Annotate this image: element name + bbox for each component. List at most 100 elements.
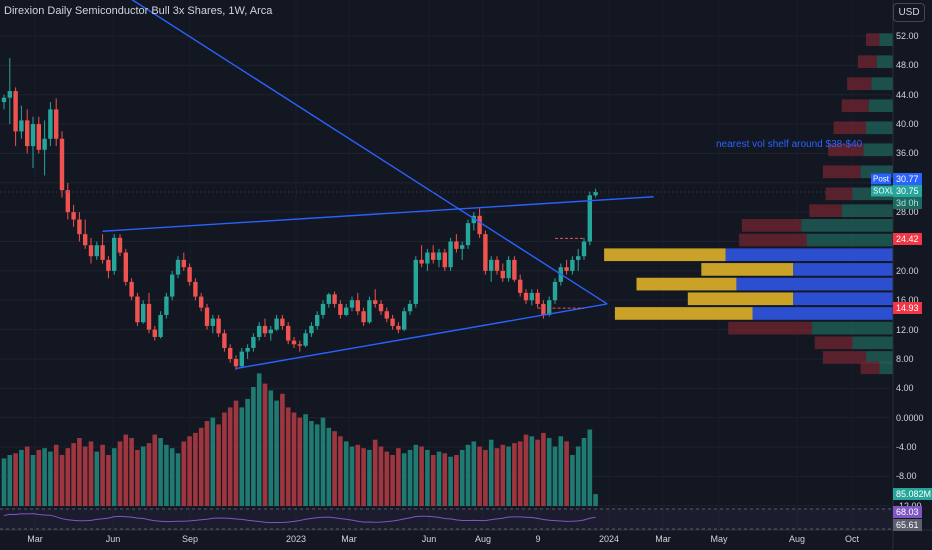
candle-body [512,259,517,280]
volume-bar [529,436,535,506]
rsi-ma-badge: 65.61 [893,519,922,531]
price-tick-label: -4.00 [896,442,917,453]
candle-body [59,138,65,191]
volume-bar [355,444,361,506]
price-tick-label: 28.00 [896,207,919,218]
volume-bar [407,449,413,506]
volume-bar [488,439,494,506]
volume-bar [129,438,134,506]
volume-profile-bar [741,219,802,232]
price-tick-label: 12.00 [896,324,919,335]
volume-bar [36,449,42,506]
vp-high-badge: 24.42 [893,233,922,245]
price-tick-label: 20.00 [896,265,919,276]
candle-body [268,329,273,334]
candle-body [454,241,459,249]
volume-profile-bar [860,361,880,375]
candle-body [320,303,326,315]
volume-bar [297,417,303,506]
candle-body [257,325,262,337]
volume-bar [384,451,390,506]
post-label-badge: Post [871,173,892,185]
volume-profile-bar [701,263,794,276]
volume-bar [198,427,204,506]
volume-bar [413,444,419,506]
volume-bar [361,448,366,506]
volume-profile-bar [725,248,893,262]
volume-bar [100,444,105,506]
volume-profile-bar [793,263,893,276]
candle-body [570,259,575,271]
candle-body [442,252,447,268]
trendline-descending-resistance [131,0,608,305]
volume-profile-bar [636,277,737,291]
volume-bar [430,455,436,506]
volume-bar [169,448,175,506]
volume-bar [71,443,76,506]
price-tick-label: 8.00 [896,353,914,364]
volume-profile-bar [736,277,893,291]
volume-bar [175,453,181,506]
candle-body [303,333,308,346]
volume-bar [187,436,192,506]
candle-body [518,279,523,293]
volume-profile-bar [793,292,893,306]
volume-bar [239,407,245,506]
volume-profile-bar [871,77,893,91]
candle-body [286,325,291,341]
candle-body [141,303,146,323]
candle-body [448,241,453,268]
price-tick-label: 0.0000 [896,412,924,423]
candle-body [54,109,59,139]
volume-profile-bar [868,99,893,113]
candle-body [199,296,204,308]
volume-bar [140,446,146,506]
price-tick-label: 52.00 [896,31,919,41]
candle-body [187,267,192,282]
volume-profile-bar [801,219,893,232]
volume-bar [123,434,129,506]
trendline-upper-channel [102,196,654,232]
volume-profile-bar [841,99,869,113]
volume-profile-bar [852,336,893,350]
candle-body [146,303,152,330]
volume-bar [309,421,314,506]
volume-profile-bar [866,121,893,135]
candle-body [460,245,465,249]
volume-badge: 85.082M [893,488,932,500]
volume-profile-bar [857,55,877,69]
candle-body [419,259,424,264]
candle-body [390,318,395,326]
candle-body [581,241,587,257]
volume-bar [535,439,540,506]
volume-bar [210,417,216,506]
volume-bar [285,407,291,506]
volume-bar [436,451,442,506]
candle-body [19,120,24,132]
candle-body [384,311,389,319]
volume-bar [146,443,152,506]
volume-profile-bar [614,307,753,320]
candle-body [361,311,366,323]
candle-body [529,292,534,301]
currency-button[interactable]: USD [893,3,925,22]
volume-bar [204,421,210,506]
volume-bar [42,448,47,506]
candle-body [123,252,128,282]
candle-body [552,281,558,301]
volume-bar [512,443,517,506]
volume-bar [326,427,332,506]
time-tick-label: Mar [341,534,357,544]
rsi-line [3,513,596,524]
candle-body [344,307,349,315]
candle-body [152,329,157,337]
volume-bar [19,449,24,506]
candle-body [13,91,18,132]
volume-profile-bar [809,204,842,218]
candle-body [222,333,227,348]
post-price-badge: 30.77 [893,173,922,185]
candle-body [251,336,256,348]
volume-bar [227,407,233,506]
